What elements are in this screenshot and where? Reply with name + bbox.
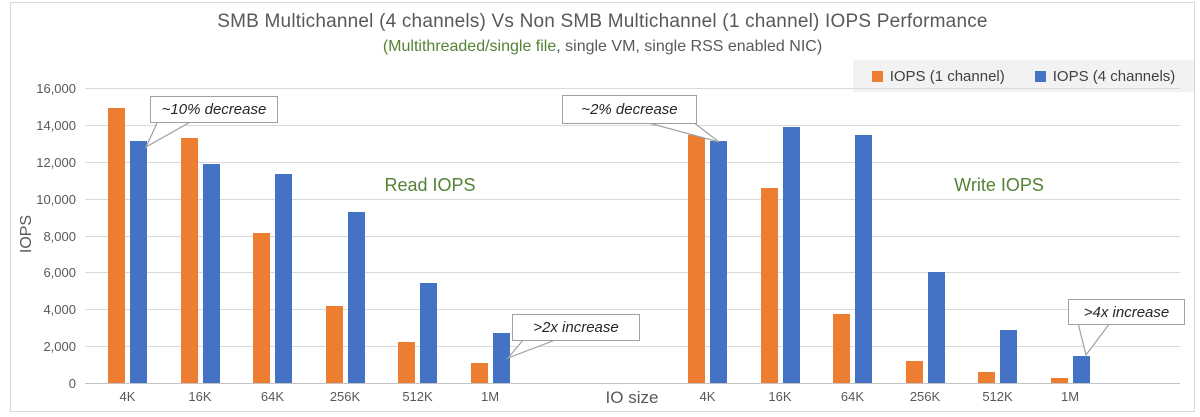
x-tick-label: 16K	[188, 389, 212, 404]
y-tick-label: 16,000	[36, 81, 76, 96]
bar-read-256k-4ch	[347, 211, 365, 383]
bar-read-16k-1ch	[180, 137, 198, 383]
gridline	[85, 346, 1180, 348]
x-tick-label: 4K	[699, 389, 716, 404]
x-tick-label: 16K	[768, 389, 792, 404]
gridline	[85, 383, 1180, 384]
legend-item-1-channel: IOPS (1 channel)	[871, 67, 1005, 85]
bar-write-256k-4ch	[927, 272, 945, 383]
bar-write-1m-4ch	[1072, 356, 1090, 383]
chart-subtitle-highlight: (Multithreaded/single file	[382, 38, 557, 55]
bar-read-4k-1ch	[108, 108, 125, 383]
bar-write-64k-1ch	[833, 313, 850, 383]
gridline	[85, 309, 1180, 311]
chart-subtitle: (Multithreaded/single file, single VM, s…	[10, 38, 1195, 56]
x-tick-label: 64K	[260, 389, 285, 404]
annotation-10pct-decrease: ~10% decrease	[150, 96, 278, 123]
bar-write-16k-4ch	[782, 126, 800, 383]
gridline	[85, 161, 1180, 163]
gridline	[85, 198, 1180, 200]
y-tick-label: 8,000	[43, 228, 76, 244]
bar-read-16k-4ch	[202, 163, 220, 383]
gridline	[85, 272, 1180, 274]
y-tick-label: 14,000	[36, 117, 76, 133]
y-tick-label: 4,000	[43, 302, 76, 318]
y-tick-label: 2,000	[43, 339, 76, 355]
x-tick-label: 64K	[840, 389, 865, 404]
bar-write-1m-1ch	[1050, 378, 1068, 383]
legend-item-4-channels: IOPS (4 channels)	[1034, 67, 1176, 85]
annotation-2pct-decrease: ~2% decrease	[562, 95, 697, 124]
x-tick-label: 256K	[329, 389, 361, 404]
x-tick-label: 4K	[119, 389, 136, 404]
y-tick-label: 6,000	[43, 265, 76, 281]
bar-read-1m-1ch	[470, 362, 488, 383]
bar-write-512k-1ch	[978, 371, 995, 383]
legend-label-1-channel: IOPS (1 channel)	[889, 67, 1005, 85]
bar-read-4k-4ch	[130, 140, 147, 383]
bar-read-512k-1ch	[398, 342, 415, 383]
bar-write-4k-4ch	[710, 140, 727, 383]
y-tick-label: 10,000	[36, 191, 76, 207]
bar-read-64k-1ch	[253, 232, 270, 383]
bar-read-256k-1ch	[325, 305, 343, 383]
chart-border-frame	[10, 2, 1195, 412]
x-tick-label: 1M	[1060, 389, 1080, 404]
bar-write-16k-1ch	[760, 188, 778, 383]
x-tick-label: 256K	[909, 389, 941, 404]
read-iops-group-label: Read IOPS	[384, 175, 476, 195]
annotation-2x-increase: >2x increase	[512, 314, 640, 341]
chart-legend: IOPS (1 channel) IOPS (4 channels)	[853, 60, 1194, 92]
legend-swatch-orange-icon	[871, 70, 883, 82]
chart-title: SMB Multichannel (4 channels) Vs Non SMB…	[217, 11, 988, 32]
bar-read-64k-4ch	[275, 173, 292, 383]
bar-read-1m-4ch	[492, 333, 510, 383]
legend-swatch-blue-icon	[1034, 70, 1046, 82]
y-tick-label: 0	[68, 376, 76, 391]
bar-write-64k-4ch	[855, 135, 872, 383]
bar-read-512k-4ch	[420, 282, 437, 383]
gridline	[85, 88, 1180, 89]
write-iops-group-label: Write IOPS	[954, 175, 1044, 195]
x-tick-label: 512K	[402, 389, 433, 404]
bar-write-256k-1ch	[905, 360, 923, 383]
gridline	[85, 124, 1180, 126]
gridline	[85, 235, 1180, 237]
x-tick-label: 1M	[480, 389, 500, 404]
x-tick-label: 512K	[982, 389, 1013, 404]
bar-write-4k-1ch	[688, 135, 705, 383]
bar-write-512k-4ch	[1000, 329, 1017, 383]
legend-label-4-channels: IOPS (4 channels)	[1052, 67, 1176, 85]
x-axis-title: IO size	[605, 388, 659, 407]
annotation-4x-increase: >4x increase	[1068, 299, 1185, 325]
chart-subtitle-rest: , single VM, single RSS enabled NIC)	[556, 38, 823, 55]
y-tick-label: 12,000	[36, 154, 76, 170]
